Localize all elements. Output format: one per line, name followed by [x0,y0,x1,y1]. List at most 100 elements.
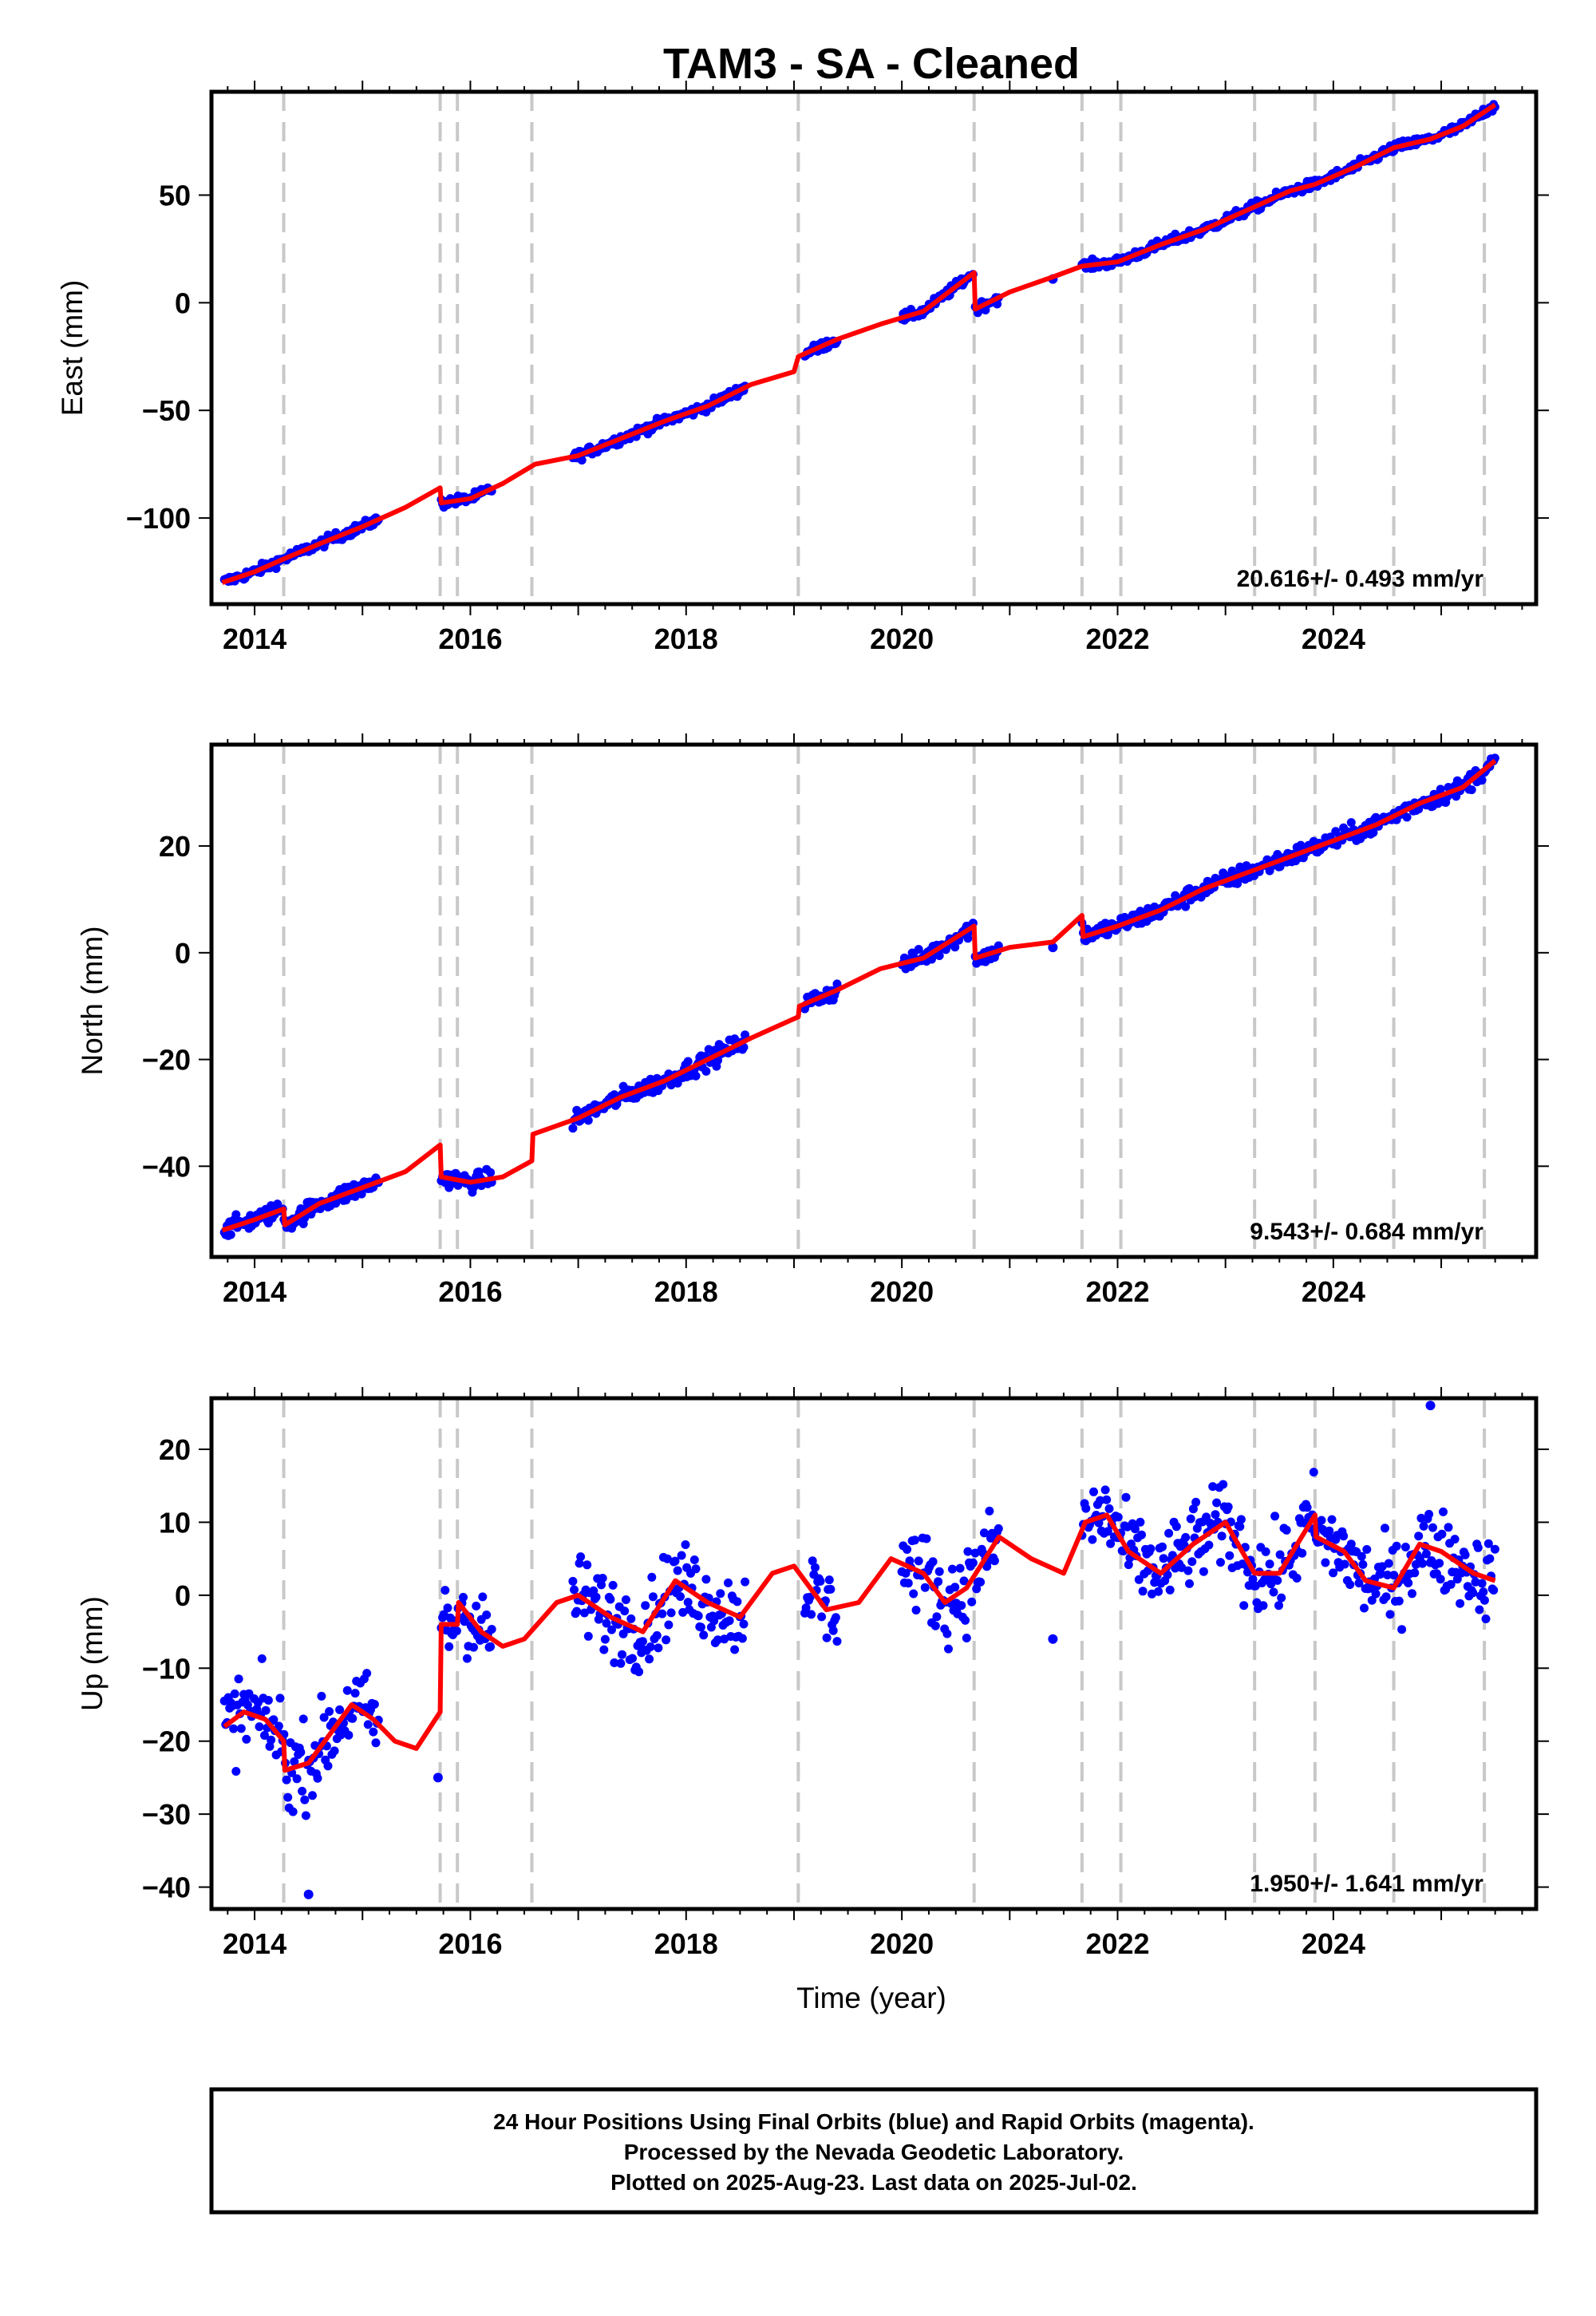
up-data-point [676,1592,685,1601]
up-data-point [1416,1513,1426,1523]
panel-north: 2014 2016 2018 2020 2022 2024 −40 −20 0 20 North (… [76,733,1549,1308]
up-data-point [1383,1571,1393,1579]
east-frame [209,89,1539,607]
up-data-point [292,1774,302,1784]
up-data-point [610,1658,619,1667]
up-data-point [739,1619,749,1629]
east-data-points [219,100,1499,586]
up-data-point [691,1564,701,1574]
up-data-point [683,1598,693,1607]
up-data-point [1217,1531,1227,1541]
up-data-point [1124,1560,1133,1570]
up-model-line [223,1512,1496,1773]
up-data-point [298,1786,307,1796]
up-data-point [1346,1539,1356,1549]
east-y-tick-label: 50 [159,179,191,211]
up-data-point [1235,1522,1245,1531]
up-data-point [255,1722,264,1732]
up-data-point [439,1610,448,1619]
up-data-point [1437,1529,1447,1539]
up-data-point [709,1616,719,1626]
up-data-point [1130,1524,1140,1534]
up-data-point [344,1730,354,1740]
up-data-point [1236,1515,1246,1524]
up-data-point [1354,1579,1364,1588]
up-data-point [1473,1543,1483,1552]
up-data-point [369,1727,378,1737]
up-data-point [654,1643,663,1653]
north-data-point [914,945,923,954]
up-data-point [701,1575,711,1584]
east-model-line [221,102,1497,585]
east-data-point [271,564,281,573]
north-data-point [583,1116,593,1125]
up-data-point [568,1576,578,1586]
up-data-point [724,1578,733,1587]
up-data-point [1103,1527,1112,1536]
north-x-tick-label: 2016 [438,1275,502,1308]
up-data-point [290,1757,299,1766]
up-data-point [1298,1548,1307,1558]
up-data-point [634,1667,644,1677]
up-data-point [1275,1550,1285,1559]
up-data-point [930,1621,940,1630]
up-data-point [288,1807,298,1816]
up-data-point [911,1606,921,1614]
up-data-point [263,1696,273,1705]
up-data-point [801,1603,811,1613]
north-data-point [950,943,960,952]
up-data-point [737,1634,747,1643]
up-data-point [1468,1588,1478,1598]
up-data-point [1481,1614,1491,1623]
up-data-point [626,1614,636,1623]
up-data-point [1362,1545,1372,1554]
up-data-point [1450,1535,1460,1544]
up-data-point [1106,1539,1116,1548]
up-data-point [805,1592,815,1602]
east-x-tick-label: 2020 [870,622,934,655]
up-data-point [816,1576,825,1586]
up-data-point [1096,1496,1105,1505]
east-x-tick-label: 2014 [223,622,286,655]
up-data-point [1191,1497,1201,1507]
north-data-point [683,1057,693,1066]
up-data-point [932,1612,942,1622]
north-data-point [1275,862,1285,871]
up-data-point [1400,1543,1410,1551]
up-data-point [462,1654,472,1663]
north-data-point [469,1183,478,1192]
up-data-point [1360,1603,1369,1613]
up-data-point [1137,1530,1146,1539]
up-data-point [1216,1558,1225,1567]
up-data-point [1048,1634,1058,1644]
north-x-tick-label: 2022 [1085,1275,1149,1308]
east-y-tick-label: 0 [175,287,191,319]
up-data-point [1183,1566,1193,1575]
up-data-point [1435,1559,1444,1568]
north-x-tick-label: 2014 [223,1275,286,1308]
up-data-point [664,1620,674,1630]
up-data-point [1345,1580,1355,1589]
east-x-tick-label: 2018 [654,622,718,655]
up-data-point [478,1592,488,1602]
up-data-point [1154,1587,1163,1596]
up-data-point [1410,1568,1420,1578]
up-data-point [469,1642,478,1652]
north-data-point [1048,943,1058,953]
footer-line-1: 24 Hour Positions Using Final Orbits (bl… [493,2109,1254,2134]
up-data-point [955,1563,965,1573]
north-data-point [1296,840,1306,850]
up-data-point [976,1577,986,1587]
up-data-point [828,1626,838,1635]
up-y-tick-label: −40 [142,1871,191,1904]
up-data-point [905,1556,915,1566]
north-y-axis-label: North (mm) [76,926,109,1075]
up-data-point [699,1630,709,1640]
up-data-point [348,1713,358,1723]
up-data-point [1225,1551,1235,1560]
up-data-point [928,1557,938,1567]
east-x-tick-label: 2024 [1302,622,1365,655]
up-data-point [1102,1495,1112,1504]
north-data-point [1467,785,1476,795]
up-data-point [910,1535,919,1545]
